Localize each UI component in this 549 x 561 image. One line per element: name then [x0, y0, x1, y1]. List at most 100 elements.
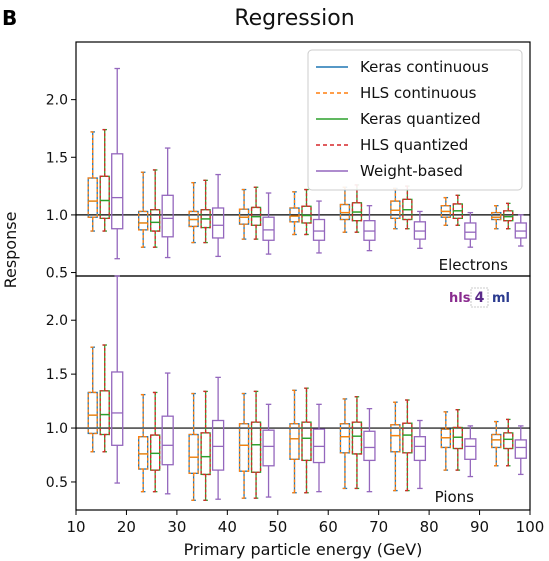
box-rect [390, 424, 401, 453]
x-tick-label: 40 [218, 518, 237, 536]
box-group [339, 396, 376, 493]
box-rect [491, 211, 502, 221]
box-keras-continuous [440, 411, 451, 471]
x-axis-label: Primary particle energy (GeV) [184, 540, 423, 559]
box-rect [503, 210, 514, 222]
box-weight-based [262, 192, 275, 255]
x-tick-label: 50 [268, 518, 287, 536]
y-axis-label: Response [1, 212, 20, 289]
panel-label: Pions [435, 488, 475, 506]
box-hls-continuous [339, 186, 351, 233]
legend-label: HLS continuous [360, 84, 477, 102]
box-rect [491, 433, 502, 449]
box-weight-based [211, 376, 225, 500]
box-rect [87, 391, 98, 435]
box-rect [250, 421, 262, 473]
box-rect [238, 423, 250, 472]
box-rect [363, 430, 376, 462]
box-rect [200, 432, 211, 476]
box-weight-based [514, 425, 527, 476]
x-axis: 10 20 30 40 50 60 70 80 90 100 [66, 510, 544, 536]
box-hls-continuous [440, 196, 451, 226]
box-rect [262, 429, 275, 467]
x-tick-label: 10 [66, 518, 85, 536]
box-weight-based [111, 67, 124, 260]
box-rect [150, 209, 161, 232]
box-group [188, 173, 225, 258]
box-weight-based [413, 210, 427, 249]
y-tick-label: 1.5 [46, 150, 68, 166]
box-rect [413, 436, 427, 462]
y-tick-label: 0.5 [46, 475, 68, 491]
box-keras-quantized [301, 188, 312, 236]
box-group [390, 185, 427, 249]
legend: Keras continuous HLS continuous Keras quan… [307, 49, 523, 191]
box-hls-continuous [440, 411, 451, 471]
box-hls-continuous [289, 191, 300, 236]
box-hls-quantized [503, 202, 514, 230]
box-rect [161, 415, 174, 466]
box-rect [238, 423, 250, 472]
box-group [390, 399, 427, 492]
box-rect [138, 210, 149, 231]
box-rect [503, 432, 514, 450]
box-rect [262, 216, 275, 241]
box-rect [491, 211, 502, 221]
box-hls-continuous [188, 181, 199, 244]
box-rect [138, 210, 149, 231]
box-hls-quantized [150, 391, 161, 493]
box-rect [351, 421, 363, 455]
box-hls-continuous [138, 171, 149, 248]
legend-label: HLS quantized [360, 136, 468, 154]
box-hls-continuous [339, 398, 351, 490]
box-rect [514, 439, 527, 459]
box-rect [503, 210, 514, 222]
box-rect [188, 433, 199, 474]
box-hls-continuous [491, 205, 502, 230]
box-hls-continuous [289, 389, 300, 494]
x-tick-label: 100 [516, 518, 545, 536]
y-tick-label: 1.5 [46, 367, 68, 383]
box-weight-based [262, 403, 275, 498]
legend-label: Keras continuous [360, 58, 489, 76]
panel-label: Electrons [439, 256, 509, 274]
box-hls-quantized [351, 396, 363, 490]
box-rect [87, 177, 98, 218]
box-rect [150, 434, 161, 471]
box-rect [351, 421, 363, 455]
box-rect [452, 426, 463, 450]
box-hls-quantized [452, 409, 463, 471]
box-hls-continuous [87, 346, 98, 453]
y-tick-label: 2.0 [46, 93, 68, 109]
box-rect [312, 218, 326, 241]
box-rect [150, 434, 161, 471]
legend-box [307, 49, 523, 191]
box-hls-quantized [200, 179, 211, 244]
panel-letter: B [2, 6, 18, 30]
box-hls-continuous [238, 392, 250, 499]
box-group [238, 390, 275, 499]
box-hls-quantized [301, 188, 312, 236]
x-tick-label: 60 [319, 518, 338, 536]
box-rect [211, 207, 225, 239]
box-group [440, 194, 477, 248]
legend-label: Keras quantized [360, 110, 481, 128]
box-weight-based [161, 372, 174, 495]
box-group [491, 202, 527, 247]
box-rect [138, 436, 149, 470]
box-hls-continuous [238, 188, 250, 240]
box-rect [452, 426, 463, 450]
x-tick-label: 80 [420, 518, 439, 536]
box-group [339, 184, 376, 252]
electrons-panel: 0.5 1.0 1.5 2.0 Electrons [46, 41, 531, 282]
box-group [289, 188, 326, 254]
box-hls-quantized [250, 390, 262, 499]
box-rect [188, 433, 199, 474]
hls4ml-logo: hls 4 ml [449, 287, 510, 308]
box-hls-quantized [250, 186, 262, 240]
box-hls-quantized [200, 390, 211, 501]
box-group [87, 275, 124, 484]
box-weight-based [363, 205, 376, 252]
legend-label: Weight-based [360, 162, 463, 180]
logo-text-hls: hls [449, 291, 471, 306]
